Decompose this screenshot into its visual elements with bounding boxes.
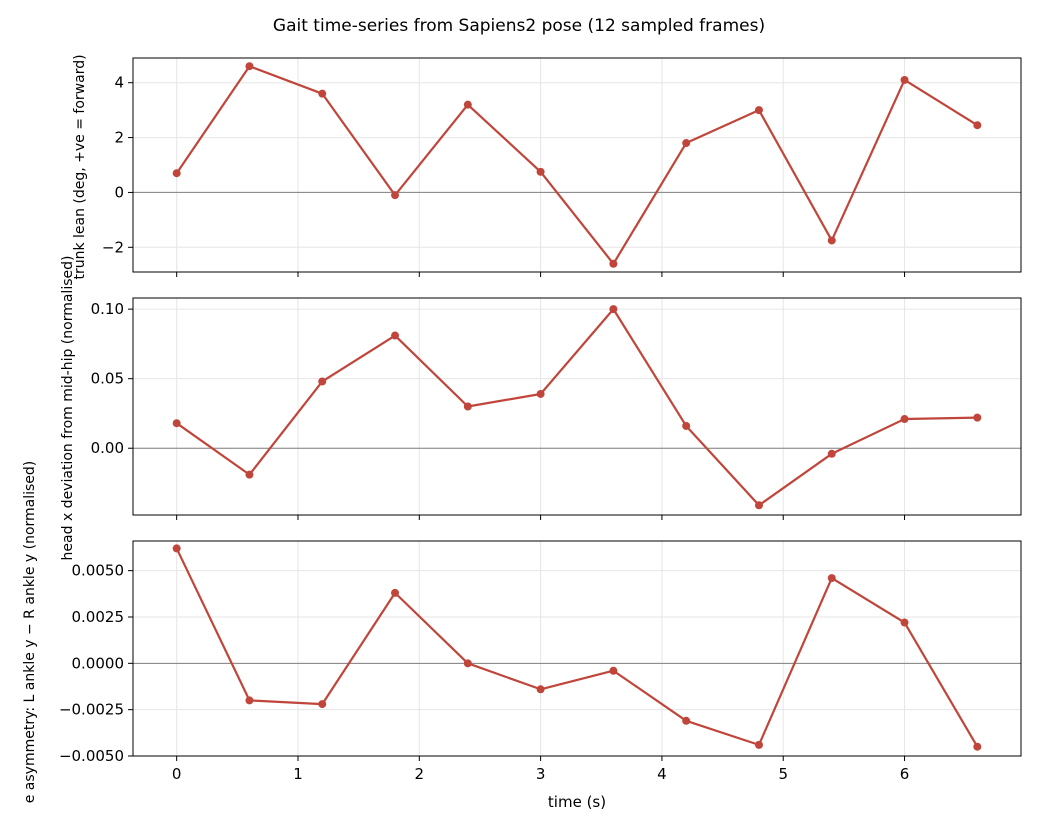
panel-2: 0.00 0.05 0.10 head x deviation from mid-hi…: [60, 256, 1022, 561]
axes-frame: [132, 57, 1022, 273]
data-point: [682, 421, 691, 430]
data-point: [754, 501, 763, 510]
data-point: [536, 389, 545, 398]
y-tick-label: 2: [114, 129, 124, 147]
y-tick-label: 0.05: [91, 370, 124, 388]
data-point: [609, 305, 618, 314]
y-tick-label: 0.0050: [72, 562, 125, 580]
data-point: [609, 666, 618, 675]
data-point: [463, 402, 472, 411]
panel-3: 0 1 2 3 4 5 6 −0.0050 −0.0025 0.0000 0.0025 0.0050 e…: [22, 461, 1022, 804]
data-point: [900, 618, 909, 627]
x-tick-label: 3: [536, 765, 546, 783]
data-point: [973, 413, 982, 422]
data-point: [536, 167, 545, 176]
data-point: [391, 331, 400, 340]
data-point: [172, 169, 181, 178]
y-tick-label: 0.0000: [72, 654, 125, 672]
data-point: [827, 236, 836, 245]
data-point: [245, 62, 254, 71]
data-point: [682, 716, 691, 725]
axes-frame: [132, 540, 1022, 757]
data-point: [827, 449, 836, 458]
axes-frame: [132, 297, 1022, 516]
y-axis-label: e asymmetry: L ankle y − R ankle y (norm…: [22, 461, 38, 804]
x-tick-label: 5: [778, 765, 788, 783]
y-axis-label: trunk lean (deg, +ve = forward): [72, 54, 88, 279]
x-tick-label: 0: [172, 765, 182, 783]
y-tick-label: 0.10: [91, 300, 124, 318]
data-point: [754, 106, 763, 115]
data-point: [245, 470, 254, 479]
y-tick-label: −2: [102, 238, 124, 256]
y-tick-label: 0: [114, 183, 124, 201]
data-point: [463, 100, 472, 109]
data-point: [391, 191, 400, 200]
panel-1: −2 0 2 4 trunk lean (deg, +ve = forward): [72, 54, 1022, 280]
data-point: [536, 685, 545, 694]
y-tick-label: −0.0050: [59, 747, 124, 765]
data-point: [754, 740, 763, 749]
data-point: [318, 89, 327, 98]
x-axis-label: time (s): [548, 793, 606, 811]
y-axis-label: head x deviation from mid-hip (normalise…: [60, 256, 76, 561]
data-point: [463, 659, 472, 668]
x-tick-label: 6: [900, 765, 910, 783]
data-point: [827, 574, 836, 583]
y-tick-label: 0.00: [91, 439, 124, 457]
series-line: [175, 547, 979, 748]
data-point: [391, 588, 400, 597]
data-point: [900, 415, 909, 424]
x-tick-label: 4: [657, 765, 667, 783]
figure-title: Gait time-series from Sapiens2 pose (12 …: [273, 16, 765, 36]
y-tick-label: 4: [114, 74, 124, 92]
data-point: [245, 696, 254, 705]
y-tick-label: −0.0025: [59, 701, 124, 719]
data-point: [172, 544, 181, 553]
data-point: [318, 377, 327, 386]
data-point: [609, 259, 618, 268]
y-tick-label: 0.0025: [72, 608, 125, 626]
series-line: [175, 65, 978, 265]
data-point: [172, 419, 181, 428]
x-tick-label: 2: [415, 765, 425, 783]
data-point: [900, 75, 909, 84]
data-point: [973, 742, 982, 751]
data-point: [318, 700, 327, 709]
x-tick-label: 1: [293, 765, 303, 783]
data-point: [682, 139, 691, 148]
data-point: [973, 121, 982, 130]
series-line: [176, 308, 978, 507]
